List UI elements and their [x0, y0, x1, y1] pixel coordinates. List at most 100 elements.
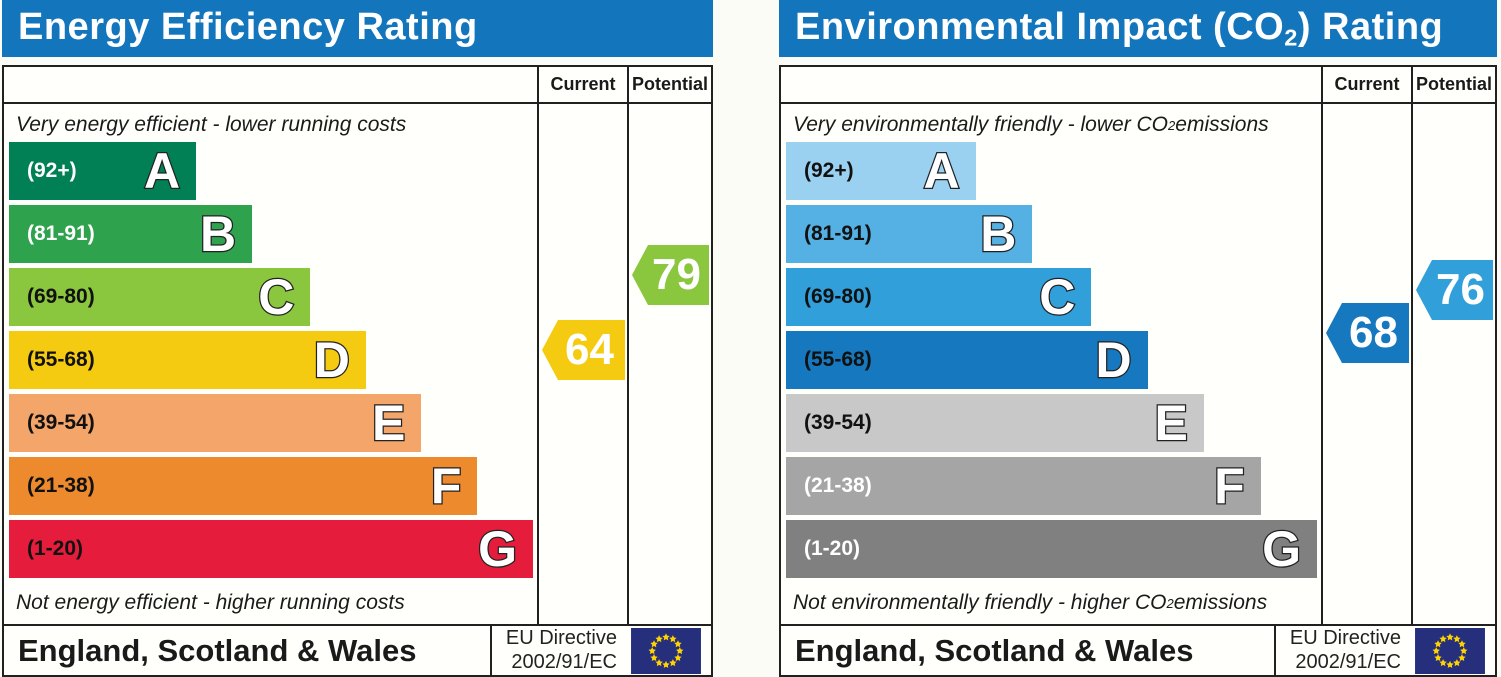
band-letter: F	[1213, 458, 1246, 514]
band-letter: E	[1153, 395, 1189, 451]
band-bar-a: (92+) A	[786, 142, 976, 200]
band-letter: D	[312, 332, 351, 388]
current-rating-arrow: 68	[1326, 303, 1409, 363]
band-letter: G	[1261, 521, 1302, 577]
bands-cell: Very energy efficient - lower running co…	[4, 104, 537, 624]
band-row-f: (21-38) F	[9, 457, 533, 515]
potential-column: 76	[1411, 104, 1495, 624]
band-range-label: (81-91)	[27, 222, 95, 245]
current-column: 64	[537, 104, 627, 624]
potential-rating-arrow: 76	[1416, 260, 1493, 320]
band-letter: A	[143, 143, 182, 199]
column-header-potential: Potential	[1411, 67, 1495, 102]
eu-directive-cell: EU Directive 2002/91/EC	[1273, 626, 1495, 675]
epc-environmental-impact-chart: Environmental Impact (CO2) Rating Curren…	[779, 0, 1497, 677]
table-body-row: Very energy efficient - lower running co…	[4, 104, 711, 624]
band-range-label: (55-68)	[27, 348, 95, 371]
eu-directive-cell: EU Directive 2002/91/EC	[489, 626, 711, 675]
band-letter: C	[257, 269, 296, 325]
band-letter: D	[1094, 332, 1133, 388]
region-label: England, Scotland & Wales	[795, 632, 1194, 668]
band-row-c: (69-80) C	[9, 268, 533, 326]
band-row-b: (81-91) B	[9, 205, 533, 263]
table-header-row: Current Potential	[4, 67, 711, 104]
band-bar-g: (1-20) G	[786, 520, 1317, 578]
chart-footer: England, Scotland & Wales EU Directive 2…	[779, 624, 1497, 677]
band-row-b: (81-91) B	[786, 205, 1317, 263]
chart-title: Environmental Impact (CO2) Rating	[795, 5, 1444, 51]
band-letter: F	[430, 458, 463, 514]
band-row-d: (55-68) D	[786, 331, 1317, 389]
band-bar-c: (69-80) C	[786, 268, 1092, 326]
band-range-label: (21-38)	[804, 474, 872, 497]
band-letter: A	[922, 143, 961, 199]
band-range-label: (55-68)	[804, 348, 872, 371]
band-bar-c: (69-80) C	[9, 268, 311, 326]
potential-rating-value: 76	[1436, 265, 1485, 314]
band-row-g: (1-20) G	[786, 520, 1317, 578]
band-row-g: (1-20) G	[9, 520, 533, 578]
band-bar-e: (39-54) E	[786, 394, 1204, 452]
chart-title-bar: Environmental Impact (CO2) Rating	[779, 0, 1497, 57]
epc-energy-efficiency-chart: Energy Efficiency Rating Current Potenti…	[2, 0, 713, 677]
band-row-f: (21-38) F	[786, 457, 1317, 515]
eu-flag-icon	[1415, 627, 1485, 674]
band-bar-a: (92+) A	[9, 142, 197, 200]
table-body-row: Very environmentally friendly - lower CO…	[781, 104, 1495, 624]
region-label: England, Scotland & Wales	[18, 632, 417, 668]
eu-directive-label: EU Directive 2002/91/EC	[505, 626, 617, 673]
chart-title-bar: Energy Efficiency Rating	[2, 0, 713, 57]
band-range-label: (81-91)	[804, 222, 872, 245]
band-range-label: (92+)	[27, 159, 77, 182]
band-bar-f: (21-38) F	[9, 457, 478, 515]
band-bar-d: (55-68) D	[786, 331, 1148, 389]
eu-directive-label: EU Directive 2002/91/EC	[1289, 626, 1401, 673]
band-letter: E	[371, 395, 407, 451]
band-row-e: (39-54) E	[786, 394, 1317, 452]
caption-bottom: Not energy efficient - higher running co…	[16, 591, 405, 614]
table-header-row: Current Potential	[781, 67, 1495, 104]
band-letter: B	[199, 206, 238, 262]
band-letter: G	[477, 521, 518, 577]
band-bar-b: (81-91) B	[786, 205, 1033, 263]
caption-top: Very environmentally friendly - lower CO…	[793, 113, 1269, 136]
rating-table: Current Potential Very energy efficient …	[2, 65, 713, 626]
band-range-label: (21-38)	[27, 474, 95, 497]
column-header-potential: Potential	[627, 67, 711, 102]
band-row-a: (92+) A	[786, 142, 1317, 200]
band-range-label: (1-20)	[804, 537, 861, 560]
current-column: 68	[1321, 104, 1411, 624]
band-range-label: (39-54)	[804, 411, 872, 434]
band-row-c: (69-80) C	[786, 268, 1317, 326]
band-bar-e: (39-54) E	[9, 394, 422, 452]
caption-top: Very energy efficient - lower running co…	[16, 113, 407, 136]
band-bar-f: (21-38) F	[786, 457, 1261, 515]
bands: (92+) A (81-91) B (69-80) C (55-68) D (39-54) E (2…	[786, 142, 1317, 578]
current-rating-value: 64	[565, 325, 614, 374]
bands: (92+) A (81-91) B (69-80) C (55-68) D (39-54) E (2…	[9, 142, 533, 578]
band-row-e: (39-54) E	[9, 394, 533, 452]
header-spacer	[781, 67, 1321, 102]
band-range-label: (39-54)	[27, 411, 95, 434]
bands-cell: Very environmentally friendly - lower CO…	[781, 104, 1321, 624]
band-range-label: (1-20)	[27, 537, 84, 560]
header-spacer	[4, 67, 537, 102]
band-row-d: (55-68) D	[9, 331, 533, 389]
caption-bottom: Not environmentally friendly - higher CO…	[793, 591, 1268, 614]
rating-table: Current Potential Very environmentally f…	[779, 65, 1497, 626]
band-bar-g: (1-20) G	[9, 520, 533, 578]
chart-title: Energy Efficiency Rating	[18, 5, 478, 48]
potential-column: 79	[627, 104, 711, 624]
column-header-current: Current	[537, 67, 627, 102]
current-rating-value: 68	[1349, 308, 1398, 357]
band-range-label: (69-80)	[27, 285, 95, 308]
band-bar-d: (55-68) D	[9, 331, 366, 389]
chart-footer: England, Scotland & Wales EU Directive 2…	[2, 624, 713, 677]
eu-flag-icon	[631, 627, 701, 674]
current-rating-arrow: 64	[542, 320, 625, 380]
band-range-label: (92+)	[804, 159, 854, 182]
band-letter: C	[1038, 269, 1077, 325]
band-row-a: (92+) A	[9, 142, 533, 200]
column-header-current: Current	[1321, 67, 1411, 102]
